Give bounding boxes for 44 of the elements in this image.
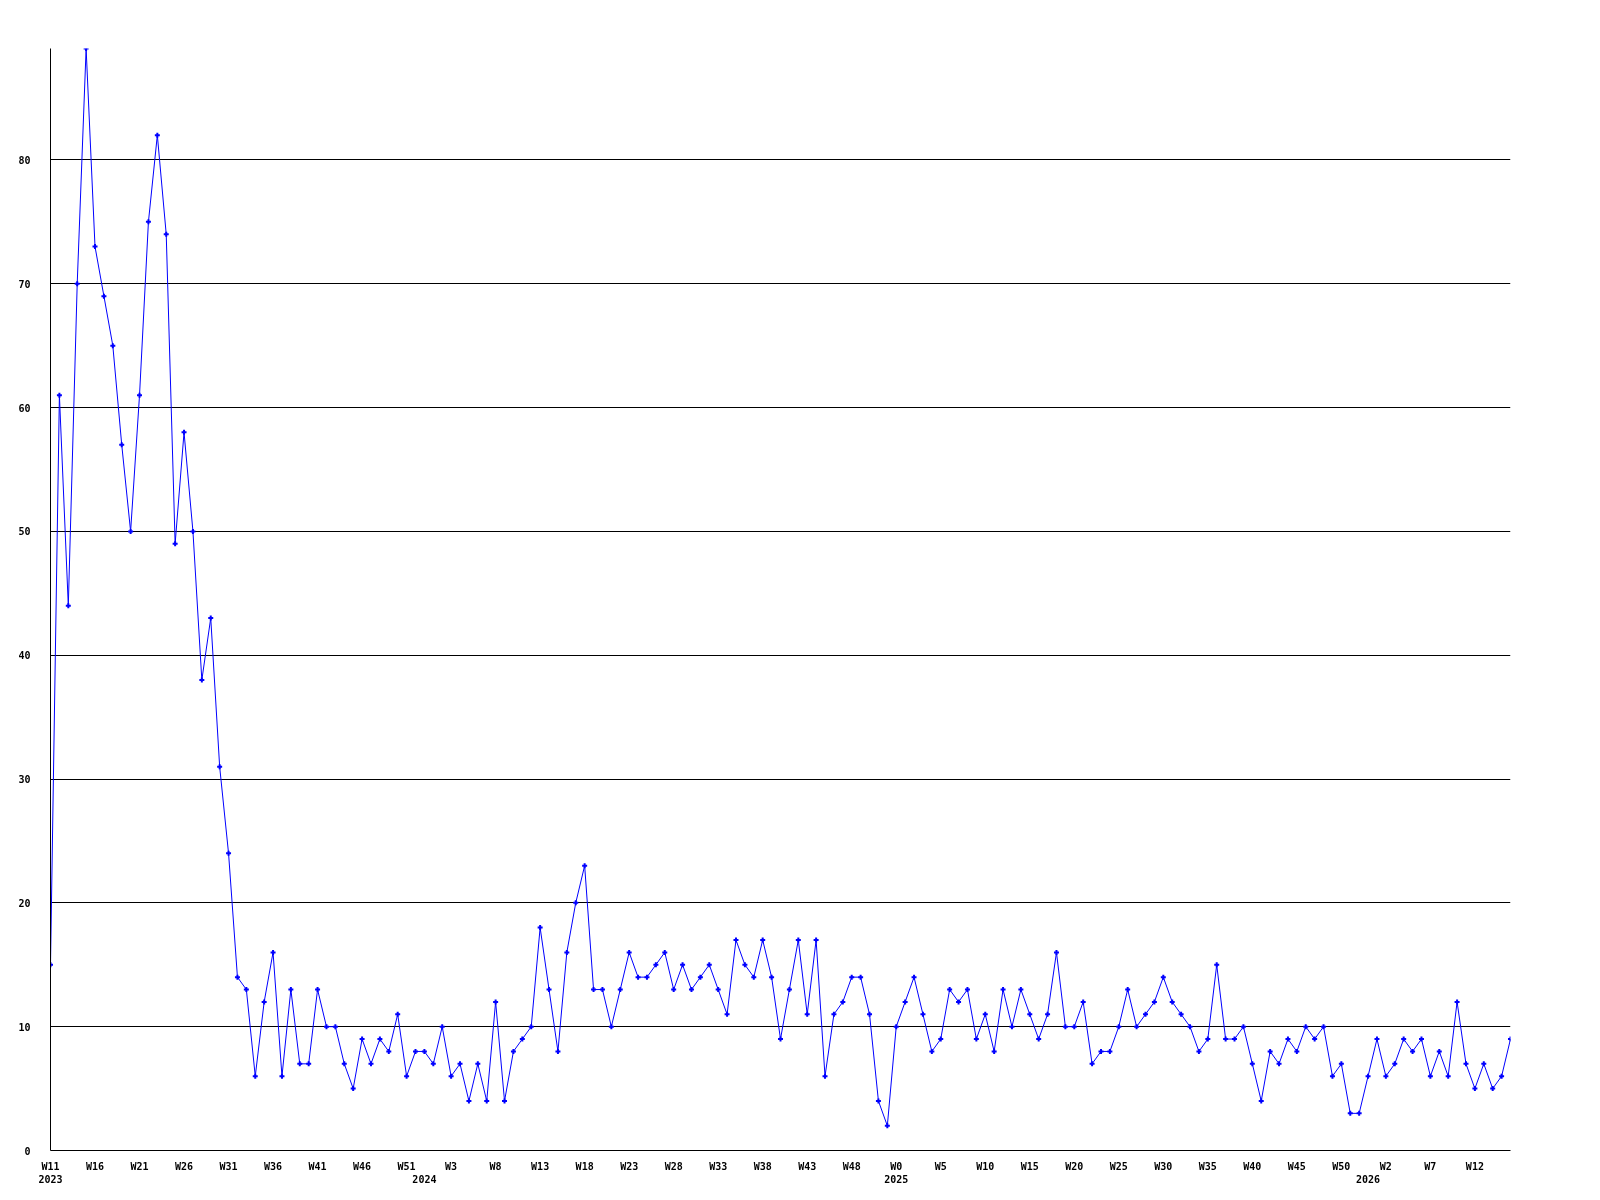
x-tick-label: W48 — [842, 1160, 861, 1172]
x-tick-label: W12 — [1465, 1160, 1484, 1172]
x-tick-label: W15 — [1020, 1160, 1039, 1172]
x-tick-label: W8 — [489, 1160, 502, 1172]
x-tick-label: W50 — [1332, 1160, 1351, 1172]
y-tick-label: 80 — [18, 154, 31, 166]
x-tick-label: W2 — [1379, 1160, 1392, 1172]
x-tick-label: W3 — [445, 1160, 458, 1172]
y-tick-label: 70 — [18, 278, 31, 290]
x-tick-label: W5 — [934, 1160, 947, 1172]
x-tick-label: W41 — [308, 1160, 327, 1172]
y-tick-label: 50 — [18, 526, 31, 538]
x-tick-label: W20 — [1065, 1160, 1084, 1172]
x-tick-label: W33 — [709, 1160, 728, 1172]
y-tick-label: 20 — [18, 897, 31, 909]
y-tick-label: 60 — [18, 402, 31, 414]
x-tick-label: W13 — [531, 1160, 550, 1172]
x-tick-label: W38 — [753, 1160, 772, 1172]
y-tick-label: 30 — [18, 774, 31, 786]
x-tick-label: W10 — [976, 1160, 995, 1172]
y-tick-label: 0 — [24, 1145, 31, 1157]
y-tick-label: 10 — [18, 1021, 31, 1033]
x-tick-label: W7 — [1424, 1160, 1437, 1172]
x-tick-label: W25 — [1109, 1160, 1128, 1172]
x-tick-label: W45 — [1287, 1160, 1306, 1172]
x-tick-label: W30 — [1154, 1160, 1173, 1172]
x-tick-label: W40 — [1243, 1160, 1262, 1172]
x-tick-label: W23 — [620, 1160, 639, 1172]
x-tick-label: W51 — [397, 1160, 416, 1172]
x-tick-label: W31 — [219, 1160, 238, 1172]
x-tick-label: 2024 — [412, 1173, 437, 1185]
y-tick-label: 40 — [18, 650, 31, 662]
x-tick-label: W36 — [264, 1160, 283, 1172]
x-tick-label: W21 — [130, 1160, 149, 1172]
x-tick-label: W35 — [1198, 1160, 1217, 1172]
x-tick-label: W11 2023 — [38, 1160, 63, 1185]
x-tick-label: W46 — [353, 1160, 372, 1172]
x-tick-label: W0 2025 — [884, 1160, 909, 1185]
x-tick-label: W16 — [85, 1160, 105, 1172]
x-tick-label: W18 — [575, 1160, 594, 1172]
x-tick-label: W26 — [175, 1160, 194, 1172]
x-tick-label: W43 — [798, 1160, 817, 1172]
x-tick-label: W28 — [664, 1160, 683, 1172]
x-tick-label: 2026 — [1356, 1173, 1381, 1185]
